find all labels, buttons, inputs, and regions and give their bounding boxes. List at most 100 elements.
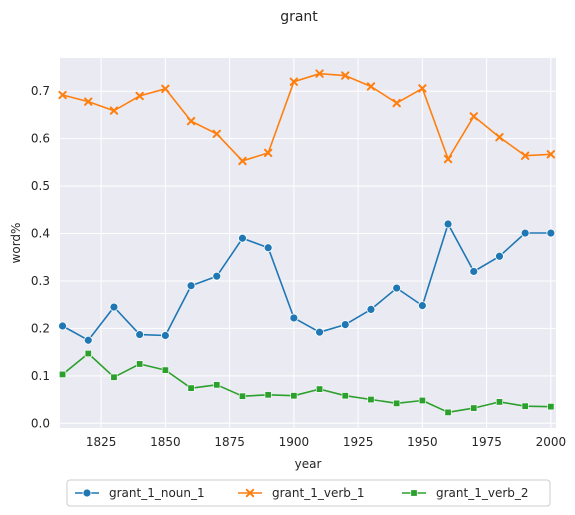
data-point <box>315 327 324 337</box>
data-point <box>110 373 118 381</box>
legend-marker <box>82 488 92 498</box>
plot-area <box>60 58 556 428</box>
data-point <box>186 281 196 291</box>
data-point <box>238 233 247 243</box>
data-point <box>316 385 324 393</box>
legend-frame <box>66 479 551 507</box>
data-point <box>546 228 556 238</box>
x-tick-label: 2000 <box>536 435 567 449</box>
data-point <box>58 321 67 331</box>
series-line <box>62 352 551 414</box>
x-tick-label: 1950 <box>407 435 438 449</box>
data-point <box>212 271 222 281</box>
data-point <box>289 77 299 86</box>
y-tick-label: 0.4 <box>31 227 50 241</box>
data-point <box>238 156 247 166</box>
series-line <box>62 72 551 162</box>
data-point <box>161 366 169 374</box>
series-grant_1_verb_1 <box>58 69 556 166</box>
data-point <box>392 283 402 293</box>
data-point <box>470 404 478 412</box>
data-point <box>84 97 93 106</box>
y-tick-label: 0.6 <box>31 132 50 146</box>
data-point <box>186 116 196 126</box>
data-point <box>136 360 144 368</box>
x-tick-label: 1850 <box>150 435 181 449</box>
legend-marker <box>245 488 255 498</box>
legend-item: grant_1_verb_2 <box>402 486 529 500</box>
legend-label: grant_1_noun_1 <box>109 486 205 500</box>
data-point <box>546 150 556 159</box>
data-point <box>160 331 170 340</box>
data-point <box>135 91 144 101</box>
data-point <box>109 302 119 312</box>
y-tick-label: 0.3 <box>31 274 50 288</box>
x-tick-label: 1900 <box>279 435 310 449</box>
data-point <box>187 384 195 392</box>
y-tick-label: 0.1 <box>31 369 50 383</box>
data-point <box>367 396 375 404</box>
data-point <box>443 219 453 229</box>
legend-item: grant_1_verb_1 <box>238 486 365 500</box>
data-point <box>263 148 273 158</box>
x-tick-label: 1825 <box>86 435 117 449</box>
y-tick-label: 0.2 <box>31 321 50 335</box>
data-point <box>315 69 324 78</box>
series-layer <box>58 69 556 416</box>
grid-lines <box>60 58 556 428</box>
legend-label: grant_1_verb_1 <box>272 486 365 500</box>
data-point <box>469 267 479 276</box>
x-tick-label: 1875 <box>214 435 245 449</box>
data-point <box>289 313 299 323</box>
data-point <box>213 381 221 389</box>
data-point <box>161 84 170 94</box>
legend-item: grant_1_noun_1 <box>75 486 205 500</box>
data-point <box>520 228 530 238</box>
data-point <box>340 320 350 329</box>
legend: grant_1_noun_1 grant_1_verb_1 grant_1_verb… <box>66 479 551 507</box>
data-point <box>212 129 221 139</box>
data-point <box>366 82 376 91</box>
data-point <box>341 392 349 400</box>
data-point <box>418 396 426 404</box>
data-point <box>393 399 401 407</box>
data-point <box>238 392 246 400</box>
series-grant_1_noun_1 <box>58 219 556 345</box>
data-point <box>521 402 529 410</box>
data-point <box>547 403 555 411</box>
data-point <box>417 301 427 311</box>
data-point <box>520 151 530 160</box>
x-tick-label: 1925 <box>343 435 374 449</box>
data-point <box>109 106 119 115</box>
data-point <box>366 305 376 314</box>
data-point <box>341 71 350 80</box>
y-tick-label: 0.5 <box>31 179 50 193</box>
y-tick-label: 0.0 <box>31 416 50 430</box>
x-tick-label: 1975 <box>471 435 502 449</box>
data-point <box>135 330 145 339</box>
series-grant_1_verb_2 <box>59 350 555 416</box>
data-point <box>469 112 478 121</box>
x-axis-label: year <box>295 457 322 471</box>
data-point <box>83 335 93 345</box>
data-point <box>495 133 504 142</box>
data-point <box>263 243 273 253</box>
y-axis-label: word% <box>9 223 23 264</box>
y-axis: 0.0 0.1 0.2 0.3 0.4 0.5 0.6 0.7 <box>31 84 50 430</box>
data-point <box>290 392 298 400</box>
data-point <box>443 154 453 164</box>
legend-label: grant_1_verb_2 <box>436 486 529 500</box>
data-point <box>392 98 401 108</box>
data-point <box>444 408 452 416</box>
chart-title: grant <box>280 9 318 25</box>
data-point <box>418 84 427 93</box>
data-point <box>264 391 272 399</box>
data-point <box>495 398 503 406</box>
x-axis: 1825 1850 1875 1900 1925 1950 1975 2000 <box>86 435 566 449</box>
data-point <box>84 350 92 358</box>
data-point <box>495 251 504 261</box>
y-tick-label: 0.7 <box>31 84 50 98</box>
legend-marker <box>410 489 418 497</box>
data-point <box>58 90 67 100</box>
